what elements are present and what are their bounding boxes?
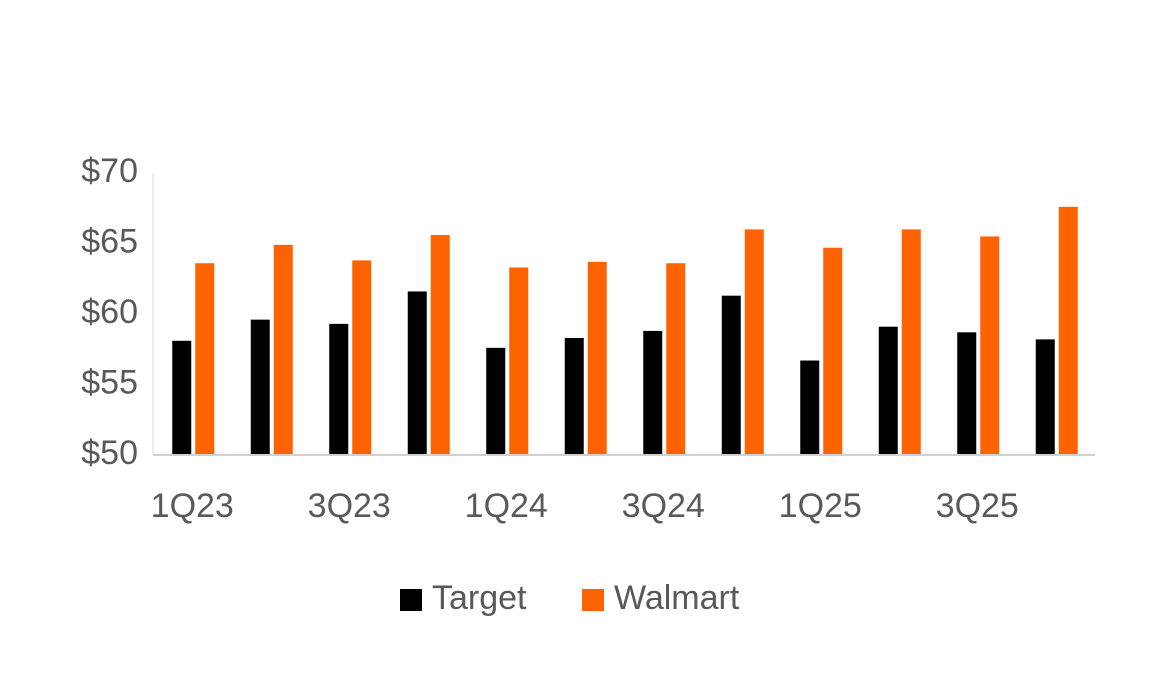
legend-label: Walmart <box>614 579 740 617</box>
y-tick-label: $60 <box>81 293 138 331</box>
bar <box>957 332 977 455</box>
bar <box>1035 339 1055 455</box>
y-tick-label: $65 <box>81 222 138 260</box>
legend-label: Target <box>432 579 527 617</box>
y-tick-label: $70 <box>81 152 138 190</box>
x-tick-label: 1Q23 <box>151 487 234 525</box>
bar <box>486 347 506 455</box>
y-tick-label: $50 <box>81 434 138 472</box>
bar <box>901 229 921 455</box>
bar <box>666 263 686 455</box>
y-tick-label: $55 <box>81 363 138 401</box>
x-tick-label: 3Q23 <box>308 487 391 525</box>
bar <box>1058 206 1078 455</box>
bar <box>721 295 741 455</box>
bar <box>587 261 607 455</box>
bar <box>564 337 584 455</box>
bar <box>878 326 898 455</box>
bar <box>329 323 349 455</box>
bar <box>273 244 293 455</box>
x-tick-label: 3Q24 <box>622 487 705 525</box>
bar <box>352 260 372 455</box>
legend-swatch <box>400 589 422 611</box>
bar <box>643 330 663 455</box>
bar <box>195 263 215 455</box>
bar <box>800 360 820 455</box>
bar <box>250 319 270 455</box>
x-tick-label: 1Q24 <box>465 487 548 525</box>
bar <box>430 235 450 455</box>
bar <box>823 247 843 455</box>
bar <box>509 267 529 455</box>
bar <box>980 236 1000 455</box>
legend-swatch <box>582 589 604 611</box>
x-tick-label: 1Q25 <box>779 487 862 525</box>
x-tick-label: 3Q25 <box>936 487 1019 525</box>
bar <box>744 229 764 455</box>
bar <box>407 291 427 455</box>
bar <box>172 340 192 455</box>
